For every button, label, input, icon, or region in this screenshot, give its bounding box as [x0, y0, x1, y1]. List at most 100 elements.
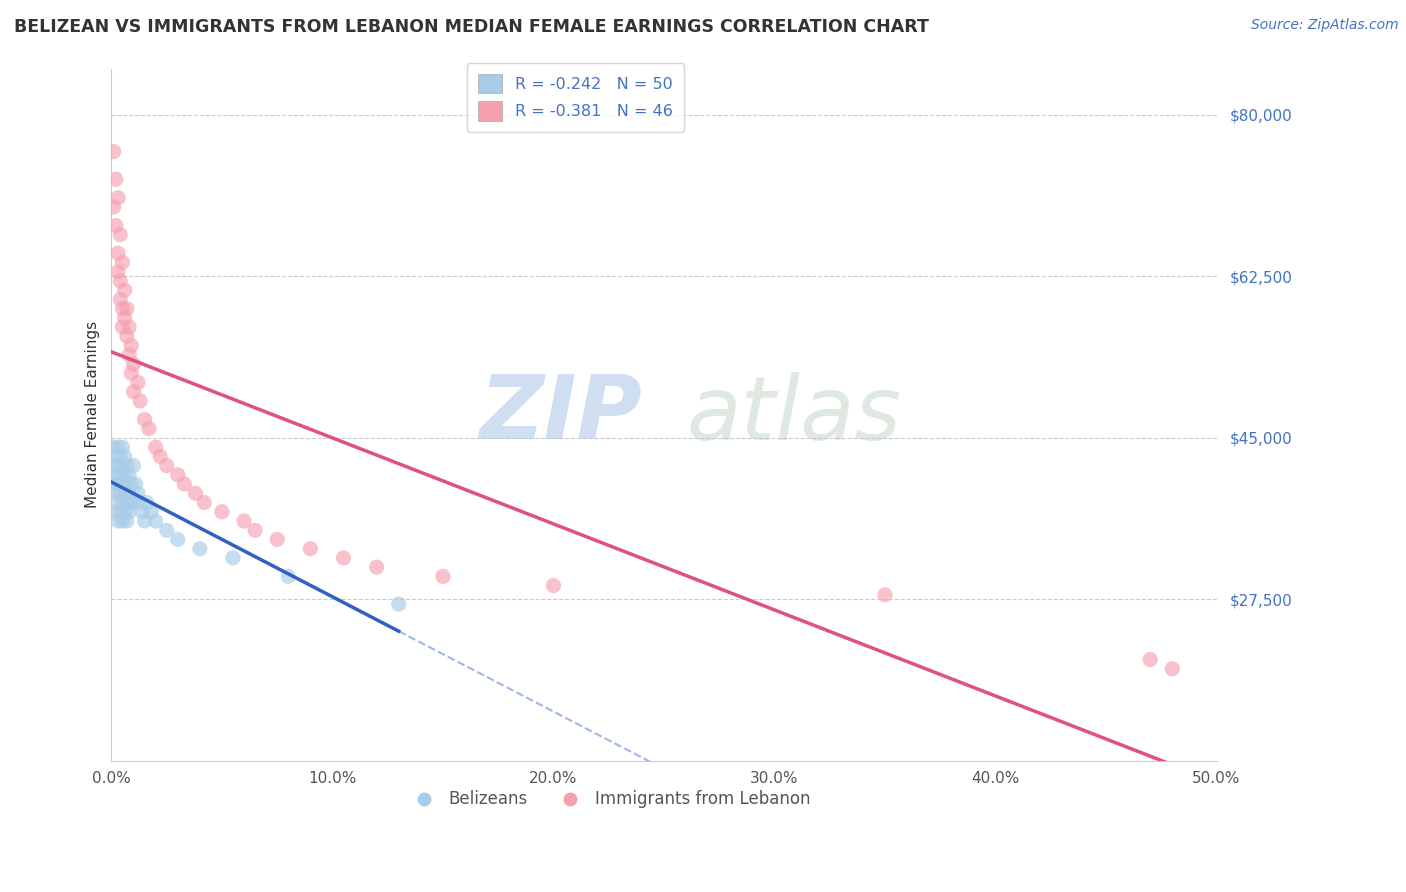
Point	[299, 541, 322, 556]
Point	[366, 560, 388, 574]
Point	[543, 579, 565, 593]
Point	[118, 320, 141, 334]
Point	[138, 422, 160, 436]
Point	[122, 357, 145, 371]
Point	[233, 514, 256, 528]
Point	[129, 495, 152, 509]
Point	[127, 376, 149, 390]
Point	[110, 274, 132, 288]
Point	[131, 505, 153, 519]
Point	[111, 320, 134, 334]
Point	[156, 458, 179, 473]
Point	[145, 440, 167, 454]
Point	[107, 191, 129, 205]
Point	[184, 486, 207, 500]
Point	[120, 495, 142, 509]
Point	[110, 505, 132, 519]
Point	[103, 200, 125, 214]
Point	[118, 505, 141, 519]
Legend: Belizeans, Immigrants from Lebanon: Belizeans, Immigrants from Lebanon	[401, 784, 817, 815]
Point	[107, 440, 129, 454]
Point	[103, 145, 125, 159]
Point	[134, 412, 156, 426]
Point	[120, 477, 142, 491]
Point	[1139, 652, 1161, 666]
Point	[134, 514, 156, 528]
Point	[115, 329, 138, 343]
Point	[115, 477, 138, 491]
Point	[115, 495, 138, 509]
Point	[432, 569, 454, 583]
Point	[127, 486, 149, 500]
Point	[110, 486, 132, 500]
Point	[104, 172, 127, 186]
Point	[111, 514, 134, 528]
Point	[266, 533, 288, 547]
Point	[211, 505, 233, 519]
Point	[104, 219, 127, 233]
Point	[107, 495, 129, 509]
Point	[115, 301, 138, 316]
Point	[111, 477, 134, 491]
Point	[103, 440, 125, 454]
Point	[120, 338, 142, 352]
Point	[125, 477, 148, 491]
Point	[110, 450, 132, 464]
Point	[107, 265, 129, 279]
Point	[115, 458, 138, 473]
Point	[173, 477, 195, 491]
Point	[156, 523, 179, 537]
Point	[110, 293, 132, 307]
Point	[114, 283, 136, 297]
Point	[243, 523, 266, 537]
Point	[111, 440, 134, 454]
Point	[332, 550, 354, 565]
Point	[188, 541, 211, 556]
Point	[107, 477, 129, 491]
Point	[103, 477, 125, 491]
Point	[111, 458, 134, 473]
Point	[118, 348, 141, 362]
Text: atlas: atlas	[686, 372, 901, 458]
Point	[111, 255, 134, 269]
Point	[873, 588, 896, 602]
Point	[111, 301, 134, 316]
Point	[115, 514, 138, 528]
Point	[388, 597, 411, 611]
Point	[114, 310, 136, 325]
Point	[114, 486, 136, 500]
Point	[118, 486, 141, 500]
Point	[104, 486, 127, 500]
Point	[110, 467, 132, 482]
Point	[114, 505, 136, 519]
Point	[103, 458, 125, 473]
Point	[120, 366, 142, 380]
Text: ZIP: ZIP	[479, 371, 643, 458]
Point	[111, 495, 134, 509]
Point	[193, 495, 215, 509]
Point	[122, 458, 145, 473]
Point	[114, 467, 136, 482]
Text: BELIZEAN VS IMMIGRANTS FROM LEBANON MEDIAN FEMALE EARNINGS CORRELATION CHART: BELIZEAN VS IMMIGRANTS FROM LEBANON MEDI…	[14, 18, 929, 36]
Point	[222, 550, 245, 565]
Point	[107, 458, 129, 473]
Point	[114, 450, 136, 464]
Point	[122, 384, 145, 399]
Point	[129, 393, 152, 408]
Point	[149, 450, 172, 464]
Point	[1161, 662, 1184, 676]
Y-axis label: Median Female Earnings: Median Female Earnings	[86, 321, 100, 508]
Point	[104, 467, 127, 482]
Point	[107, 246, 129, 260]
Point	[135, 495, 157, 509]
Point	[141, 505, 163, 519]
Point	[118, 467, 141, 482]
Point	[166, 533, 188, 547]
Point	[107, 514, 129, 528]
Point	[145, 514, 167, 528]
Point	[110, 227, 132, 242]
Point	[166, 467, 188, 482]
Point	[104, 450, 127, 464]
Text: Source: ZipAtlas.com: Source: ZipAtlas.com	[1251, 18, 1399, 32]
Point	[104, 505, 127, 519]
